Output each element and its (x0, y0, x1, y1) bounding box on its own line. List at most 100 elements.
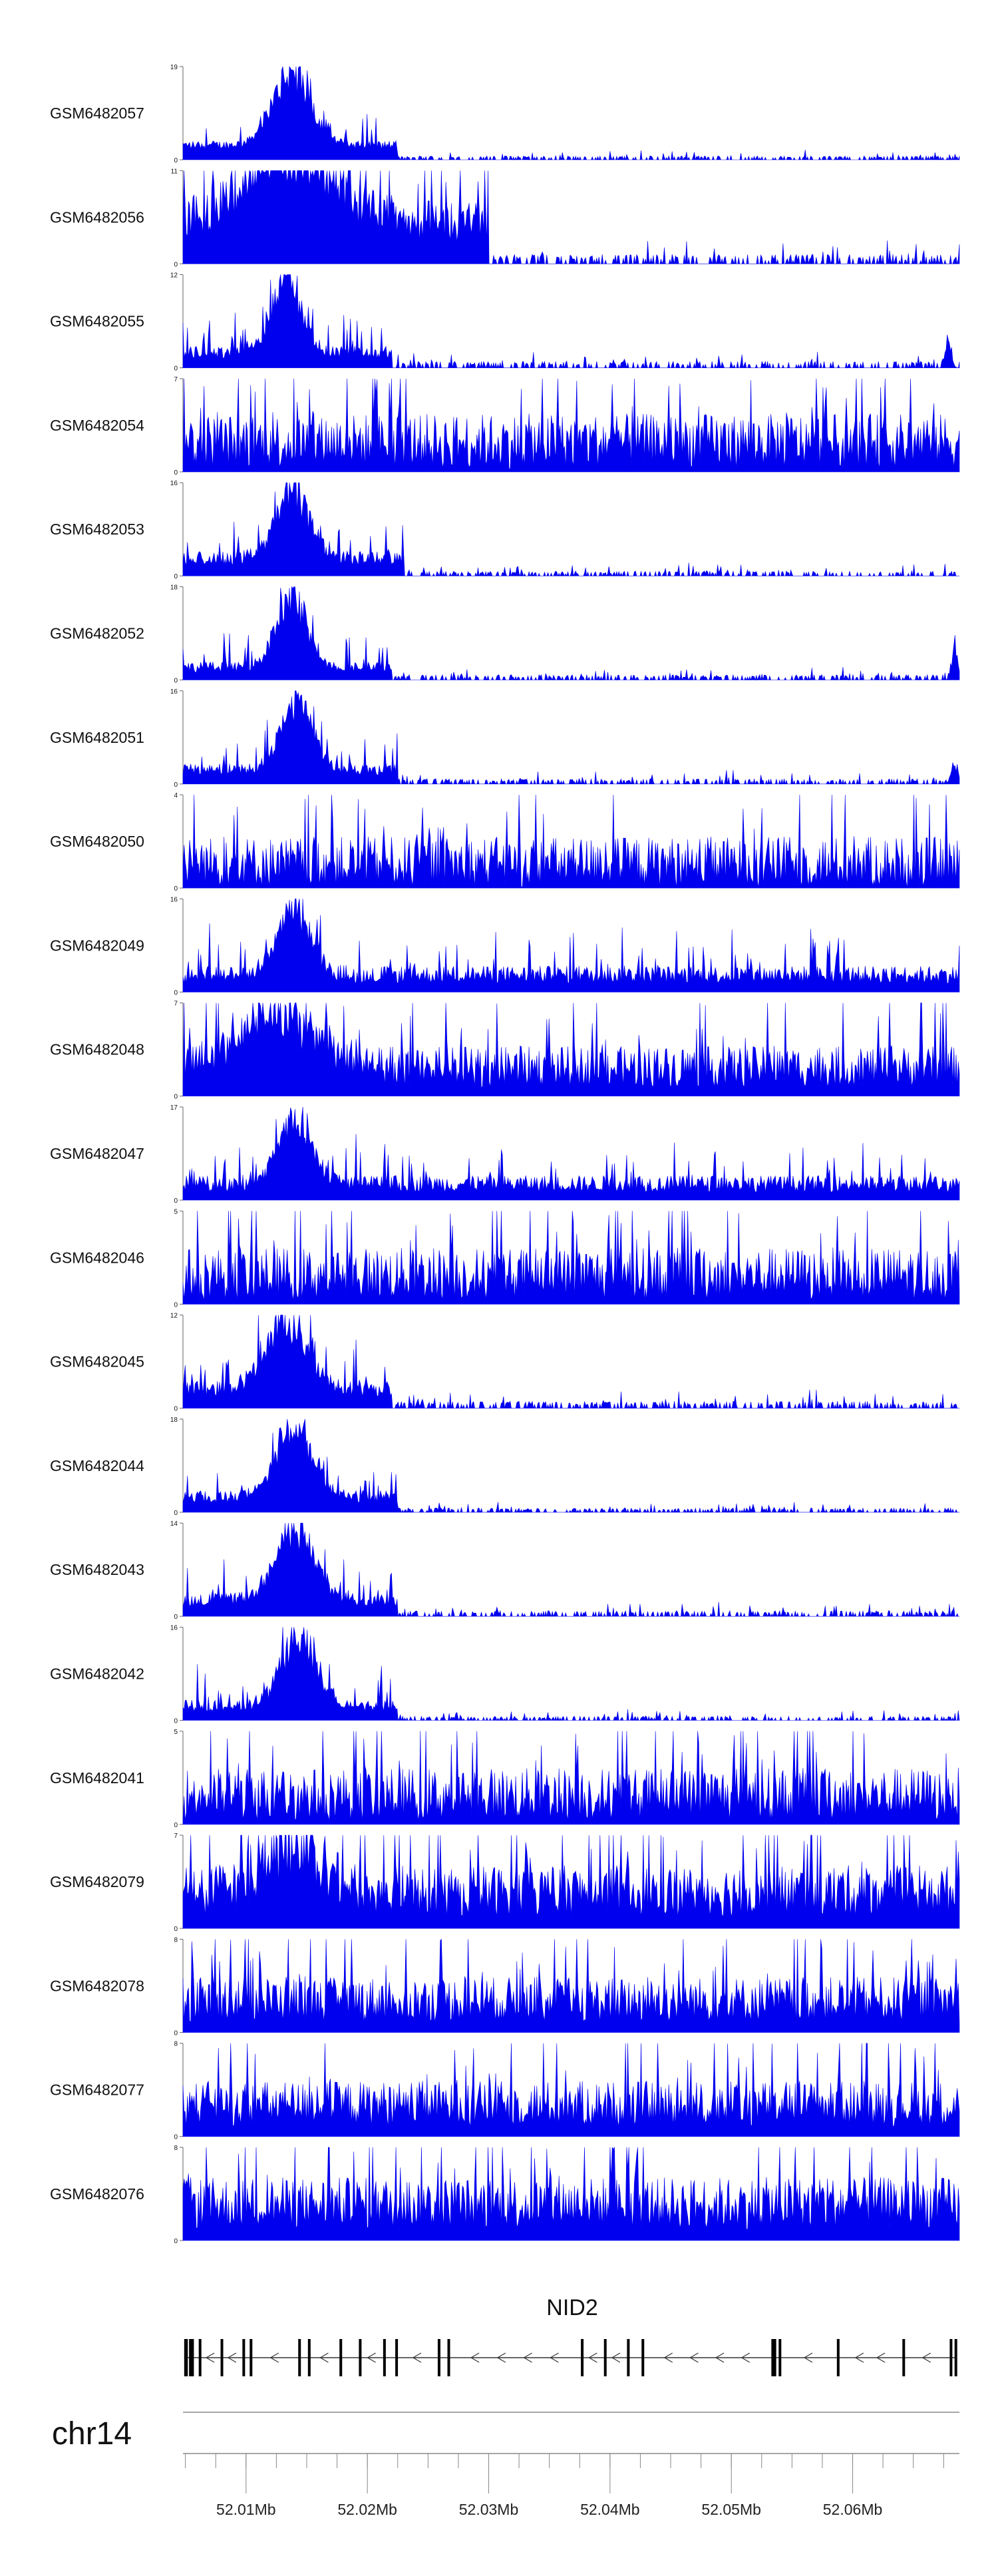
y-min-label: 0 (174, 1718, 178, 1725)
track-label: GSM6482048 (50, 1041, 144, 1058)
track-GSM6482054: GSM6482054 7 0 (50, 376, 960, 477)
track-label: GSM6482046 (50, 1249, 144, 1266)
exon (298, 2339, 301, 2376)
track-label: GSM6482053 (50, 521, 144, 538)
strand-arrow (715, 2352, 725, 2363)
coverage-area (182, 1106, 960, 1201)
track-GSM6482043: GSM6482043 14 0 (50, 1520, 959, 1621)
y-min-label: 0 (174, 1094, 178, 1101)
x-tick-label: 52.05Mb (701, 2501, 761, 2518)
coverage-area (182, 1522, 959, 1617)
track-label: GSM6482050 (50, 833, 144, 850)
track-label: GSM6482043 (50, 1561, 144, 1578)
exon (954, 2339, 957, 2376)
track-label: GSM6482078 (50, 1977, 144, 1994)
exon (184, 2339, 188, 2376)
track-GSM6482044: GSM6482044 18 0 (50, 1416, 959, 1517)
y-max-label: 5 (174, 1729, 178, 1736)
track-label: GSM6482076 (50, 2185, 144, 2203)
x-tick-label: 52.04Mb (580, 2501, 640, 2518)
strand-arrow (496, 2352, 506, 2363)
strand-arrow (227, 2352, 237, 2363)
strand-arrow (319, 2352, 329, 2363)
track-label: GSM6482056 (50, 208, 144, 226)
coverage-tracks: GSM6482057190GSM6482056110GSM6482055120G… (50, 64, 960, 2245)
y-max-label: 16 (170, 1625, 178, 1632)
exon (359, 2339, 362, 2376)
track-GSM6482079: GSM6482079 7 0 (50, 1832, 960, 1933)
track-label: GSM6482057 (50, 105, 144, 122)
coverage-area (182, 1938, 960, 2033)
coverage-area (182, 1418, 959, 1514)
exon (581, 2339, 584, 2376)
y-max-label: 12 (170, 1313, 178, 1320)
genome-axis: chr14 52.01Mb 52.02Mb 52.03Mb 52.04Mb 52.05M… (52, 2412, 959, 2518)
y-max-label: 8 (174, 2145, 178, 2152)
track-label: GSM6482051 (50, 729, 144, 746)
exon (198, 2339, 202, 2376)
strand-arrow (412, 2352, 422, 2363)
track-label: GSM6482077 (50, 2081, 144, 2099)
track-GSM6482057: GSM6482057 19 0 (50, 64, 960, 164)
coverage-area (182, 66, 960, 161)
strand-arrow (663, 2352, 673, 2363)
strand-arrow (367, 2352, 376, 2363)
track-label: GSM6482054 (50, 417, 144, 434)
exon (836, 2339, 840, 2376)
track-label: GSM6482045 (50, 1353, 144, 1371)
exon (437, 2339, 440, 2376)
exon (641, 2339, 645, 2376)
y-min-label: 0 (174, 2134, 178, 2141)
exon (778, 2339, 782, 2376)
exon (189, 2339, 194, 2376)
y-min-label: 0 (174, 1301, 178, 1309)
strand-arrow (611, 2352, 621, 2363)
y-min-label: 0 (174, 261, 178, 268)
coverage-area (182, 690, 960, 785)
track-GSM6482042: GSM6482042 16 0 (50, 1625, 960, 1725)
track-label: GSM6482052 (50, 625, 144, 642)
exon (627, 2339, 630, 2376)
track-GSM6482050: GSM6482050 4 0 (50, 792, 960, 893)
track-GSM6482045: GSM6482045 12 0 (50, 1313, 959, 1413)
y-max-label: 8 (174, 1936, 178, 1944)
y-min-label: 0 (174, 781, 178, 789)
coverage-area (182, 1002, 960, 1096)
y-min-label: 0 (174, 157, 178, 164)
x-tick-label: 52.02Mb (337, 2501, 397, 2518)
strand-arrow (741, 2352, 750, 2363)
coverage-area (182, 1834, 960, 1929)
y-max-label: 7 (174, 1832, 178, 1840)
coverage-area (182, 899, 960, 992)
y-max-label: 18 (170, 1416, 178, 1424)
y-max-label: 7 (174, 376, 178, 383)
coverage-area (182, 274, 960, 369)
coverage-area (182, 482, 959, 577)
track-GSM6482078: GSM6482078 8 0 (50, 1936, 960, 2037)
track-GSM6482077: GSM6482077 8 0 (50, 2041, 960, 2141)
strand-arrow (854, 2352, 864, 2363)
track-label: GSM6482041 (50, 1769, 144, 1787)
gene-name: NID2 (546, 2295, 597, 2320)
y-max-label: 5 (174, 1208, 178, 1215)
y-max-label: 16 (170, 480, 178, 487)
y-min-label: 0 (174, 1197, 178, 1205)
y-min-label: 0 (174, 469, 178, 477)
y-min-label: 0 (174, 365, 178, 373)
coverage-area (182, 1315, 959, 1409)
track-label: GSM6482042 (50, 1665, 144, 1683)
x-tick-label: 52.06Mb (823, 2501, 883, 2518)
coverage-area (182, 795, 960, 889)
exon (447, 2339, 450, 2376)
y-min-label: 0 (174, 1510, 178, 1517)
track-GSM6482051: GSM6482051 16 0 (50, 688, 960, 789)
chromosome-label: chr14 (52, 2416, 132, 2452)
track-GSM6482056: GSM6482056 11 0 (50, 168, 960, 268)
track-label: GSM6482049 (50, 937, 144, 954)
exon (220, 2339, 224, 2376)
coverage-area (182, 170, 960, 265)
strand-arrow (876, 2352, 886, 2363)
strand-arrow (550, 2352, 559, 2363)
track-GSM6482055: GSM6482055 12 0 (50, 272, 960, 373)
track-GSM6482041: GSM6482041 5 0 (50, 1729, 960, 1829)
